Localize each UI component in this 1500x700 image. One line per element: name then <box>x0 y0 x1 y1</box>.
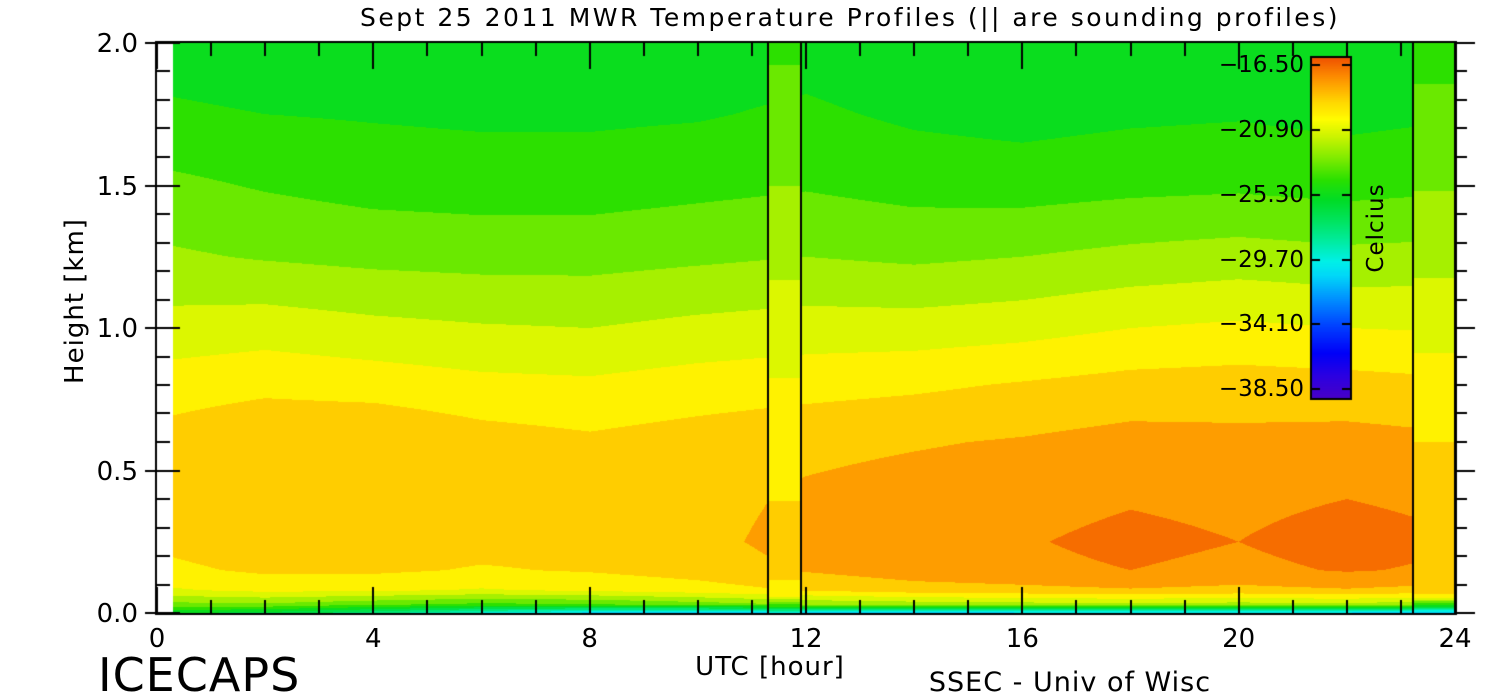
y-tick-label: 0.5 <box>96 456 138 487</box>
x-tick-label: 0 <box>148 624 166 654</box>
y-tick-label: 2.0 <box>96 29 138 59</box>
x-tick-label: 20 <box>1222 624 1256 654</box>
y-tick-label: 1.0 <box>96 314 138 344</box>
colorbar-tick-label: −20.90 <box>1218 117 1304 144</box>
x-tick-label: 4 <box>365 624 382 654</box>
colorbar-tick-label: −38.50 <box>1218 376 1304 403</box>
x-tick-label: 16 <box>1005 624 1039 654</box>
y-axis-title: Height [km] <box>60 218 90 384</box>
credit-label: SSEC - Univ of Wisc <box>928 667 1212 698</box>
colorbar-tick-label: −16.50 <box>1218 52 1304 79</box>
x-tick-label: 24 <box>1438 624 1472 654</box>
y-tick-label: 1.5 <box>96 171 138 202</box>
colorbar-title: Celcius <box>1363 183 1389 273</box>
x-tick-label: 12 <box>789 624 823 654</box>
y-tick-label: 0.0 <box>96 599 138 629</box>
x-tick-label: 8 <box>581 624 598 654</box>
colorbar-tick-label: −34.10 <box>1218 311 1304 338</box>
chart-title: Sept 25 2011 MWR Temperature Profiles (|… <box>360 3 1340 32</box>
project-label: ICECAPS <box>98 648 301 700</box>
colorbar-tick-label: −25.30 <box>1218 181 1304 208</box>
colorbar-tick-label: −29.70 <box>1218 246 1304 273</box>
x-axis-title: UTC [hour] <box>695 652 845 682</box>
